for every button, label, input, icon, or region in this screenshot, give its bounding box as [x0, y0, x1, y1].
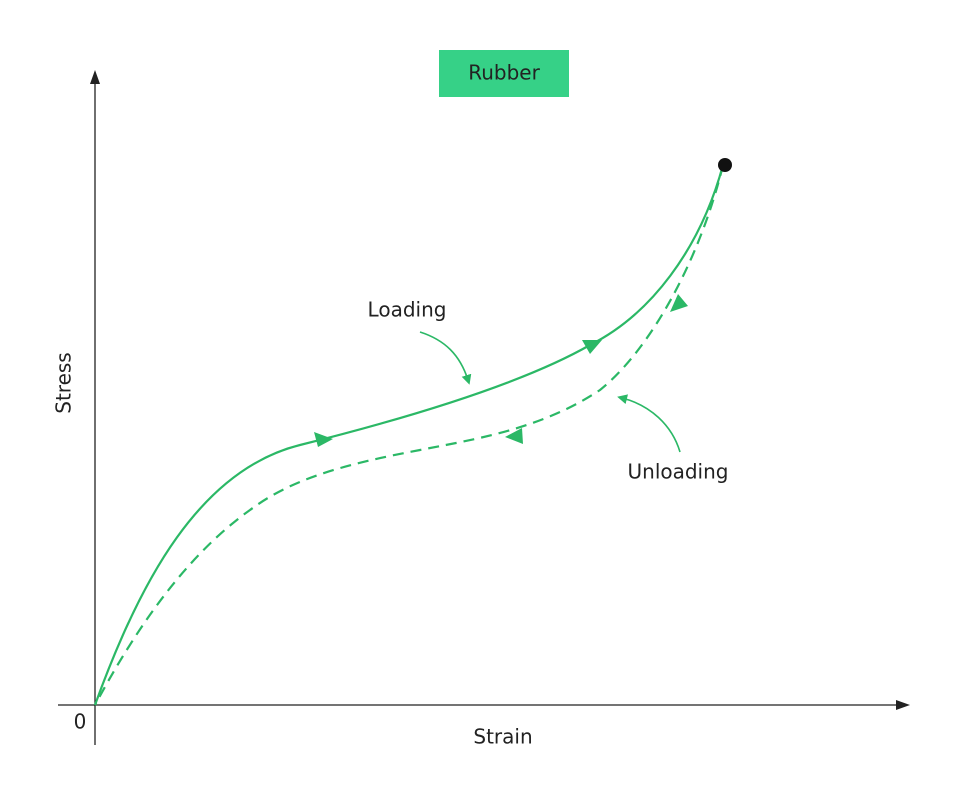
unloading-pointer [617, 394, 681, 453]
y-axis-label: Stress [52, 352, 76, 413]
loading-curve [93, 164, 725, 706]
x-axis-arrow [896, 700, 910, 710]
unloading-curve [94, 164, 725, 706]
unloading-label: Unloading [628, 460, 729, 484]
origin-label: 0 [74, 710, 87, 734]
title: Rubber [468, 61, 540, 85]
loading-pointer [419, 331, 472, 385]
unloading-arrow [505, 428, 523, 444]
x-axis-label: Strain [473, 725, 532, 749]
title-box [439, 50, 569, 97]
loading-label: Loading [368, 298, 447, 322]
y-axis-arrow [90, 70, 100, 84]
loading-arrow [582, 340, 602, 354]
unloading-arrow [670, 294, 688, 312]
loading-arrow [314, 432, 333, 447]
end-point [718, 158, 732, 172]
